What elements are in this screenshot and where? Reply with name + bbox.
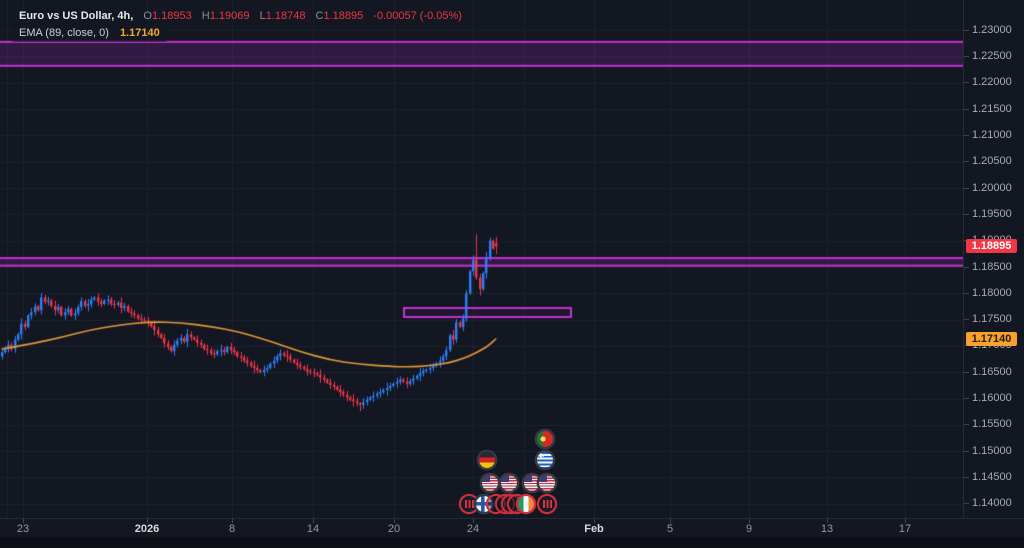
price-axis-tick-label: 1.16500 xyxy=(964,365,1012,378)
time-axis-tick-mark xyxy=(473,519,474,523)
low-value: 1.18748 xyxy=(265,10,306,22)
high-label: H xyxy=(201,10,210,22)
window-bottom-edge xyxy=(0,537,1024,548)
symbol-title: Euro vs US Dollar, 4h, xyxy=(19,10,134,22)
time-axis-tick-label: Feb xyxy=(584,523,604,535)
time-axis-tick-label: 2026 xyxy=(134,523,160,535)
legend: Euro vs US Dollar, 4h, O1.18953 H1.19069… xyxy=(12,9,469,43)
time-axis-tick-mark xyxy=(749,519,750,523)
time-axis[interactable]: 23 2026 8 14 20 24 Feb 5 9 13 17 xyxy=(0,518,1024,537)
economic-event-flag-us-icon[interactable] xyxy=(501,475,517,491)
economic-event-flag-us-icon[interactable] xyxy=(539,475,555,491)
ema-indicator-label: EMA (89, close, 0) xyxy=(19,27,109,39)
economic-event-flag-us-icon[interactable] xyxy=(524,475,540,491)
time-axis-tick-mark xyxy=(23,519,24,523)
economic-event-flag-ring-icon[interactable] xyxy=(497,496,513,512)
time-axis-tick-label: 9 xyxy=(745,523,753,535)
ema-indicator-value: 1.17140 xyxy=(119,27,160,39)
time-axis-tick-label: 17 xyxy=(898,523,912,535)
economic-event-flag-ireland-icon[interactable] xyxy=(518,496,534,512)
price-axis-tick-label: 1.21500 xyxy=(964,102,1012,115)
ema-price-text: 1.17140 xyxy=(971,332,1012,345)
economic-event-flag-portugal-icon[interactable] xyxy=(537,431,553,447)
current-price-text: 1.18895 xyxy=(971,240,1012,253)
time-axis-tick-mark xyxy=(905,519,906,523)
price-axis-tick-label: 1.21000 xyxy=(964,129,1012,141)
price-axis-tick-label: 1.14000 xyxy=(964,497,1012,510)
time-axis-tick-label: 13 xyxy=(820,523,834,535)
high-value: 1.19069 xyxy=(209,10,250,22)
price-axis-tick-label: 1.15500 xyxy=(964,418,1012,431)
economic-event-flag-us-icon[interactable] xyxy=(482,475,498,491)
price-axis-tick-label: 1.22000 xyxy=(964,76,1012,89)
time-axis-tick-mark xyxy=(827,519,828,523)
time-axis-tick-mark xyxy=(232,519,233,523)
price-axis-tick-label: 1.17500 xyxy=(964,313,1012,326)
legend-symbol-row[interactable]: Euro vs US Dollar, 4h, O1.18953 H1.19069… xyxy=(12,9,469,25)
low-label: L xyxy=(259,10,266,22)
economic-event-flag-greece-icon[interactable] xyxy=(537,452,553,468)
economic-event-flag-ring-icon[interactable] xyxy=(503,496,519,512)
time-axis-tick-mark xyxy=(147,519,148,523)
time-axis-tick-label: 23 xyxy=(16,523,30,535)
open-label: O xyxy=(143,10,152,22)
price-axis-tick-label: 1.15000 xyxy=(964,444,1012,457)
price-axis-tick-label: 1.19500 xyxy=(964,207,1012,220)
price-axis-tick-label: 1.18000 xyxy=(964,286,1012,299)
open-value: 1.18953 xyxy=(151,10,192,22)
chart-window: Euro vs US Dollar, 4h, O1.18953 H1.19069… xyxy=(0,0,1024,537)
time-axis-tick-label: 5 xyxy=(666,523,674,535)
economic-event-flag-finland-icon[interactable] xyxy=(476,496,492,512)
price-axis[interactable]: 1.23000 1.22500 1.22000 1.21500 1.21000 1.205… xyxy=(963,0,1024,518)
economic-event-flag-bars-icon[interactable] xyxy=(539,496,555,512)
current-price-label: 1.18895 xyxy=(966,239,1017,254)
price-axis-tick-label: 1.18500 xyxy=(964,260,1012,273)
time-axis-tick-mark xyxy=(594,519,595,523)
legend-ema-row[interactable]: EMA (89, close, 0) 1.17140 xyxy=(12,26,167,42)
ema-price-label: 1.17140 xyxy=(966,331,1017,346)
event-markers-layer xyxy=(0,0,1024,537)
close-label: C xyxy=(315,10,324,22)
price-chart-canvas[interactable] xyxy=(0,0,1024,537)
price-axis-tick-label: 1.22500 xyxy=(964,50,1012,63)
time-axis-tick-mark xyxy=(670,519,671,523)
time-axis-tick-mark xyxy=(394,519,395,523)
price-axis-tick-label: 1.23000 xyxy=(964,23,1012,36)
economic-event-flag-ring-icon[interactable] xyxy=(488,496,504,512)
time-axis-tick-label: 14 xyxy=(306,523,320,535)
time-axis-tick-mark xyxy=(313,519,314,523)
price-axis-tick-label: 1.14500 xyxy=(964,470,1012,483)
economic-event-flag-germany-icon[interactable] xyxy=(479,452,495,468)
price-axis-tick-label: 1.16000 xyxy=(964,392,1012,404)
change-value: -0.00057 (-0.05%) xyxy=(373,10,462,22)
time-axis-tick-label: 24 xyxy=(466,523,480,535)
time-axis-tick-label: 8 xyxy=(228,523,236,535)
price-axis-tick-label: 1.20500 xyxy=(964,155,1012,168)
price-axis-tick-label: 1.20000 xyxy=(964,181,1012,194)
close-value: 1.18895 xyxy=(323,10,364,22)
economic-event-flag-bars-icon[interactable] xyxy=(461,496,477,512)
time-axis-tick-label: 20 xyxy=(387,523,401,535)
